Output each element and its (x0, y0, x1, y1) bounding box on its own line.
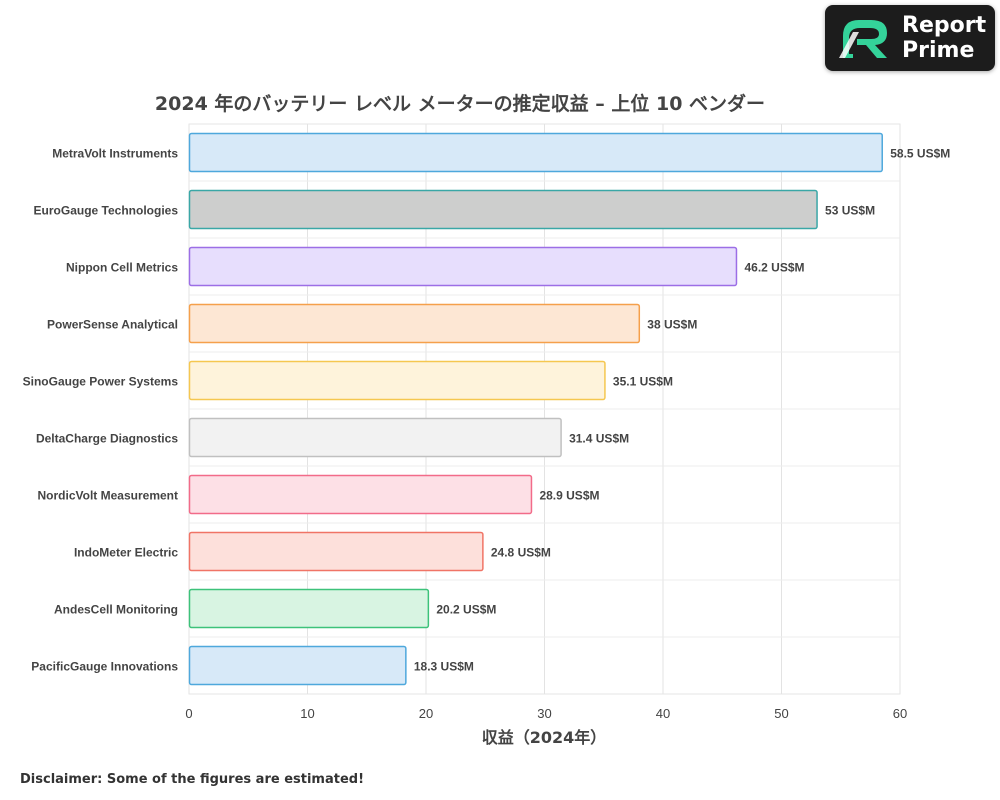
report-prime-logo-icon (839, 20, 887, 58)
x-axis-ticks: 0 10 20 30 40 50 60 (185, 706, 907, 721)
report-prime-logo[interactable]: Report Prime (825, 5, 995, 71)
y-category-label: EuroGauge Technologies (34, 204, 179, 218)
bar[interactable] (188, 417, 562, 458)
bar-value-label: 38 US$M (647, 318, 697, 332)
y-category-label: MetraVolt Instruments (52, 147, 178, 161)
x-tick-label: 40 (656, 706, 670, 721)
bar-value-label: 28.9 US$M (539, 489, 599, 503)
logo-line-2: Prime (902, 38, 975, 63)
bar-value-label: 35.1 US$M (613, 375, 673, 389)
bar-value-label: 46.2 US$M (744, 261, 804, 275)
y-category-label: SinoGauge Power Systems (23, 375, 179, 389)
bar[interactable] (188, 474, 533, 515)
x-tick-label: 60 (893, 706, 907, 721)
bar[interactable] (188, 189, 818, 230)
y-category-label: Nippon Cell Metrics (66, 261, 178, 275)
x-axis-title: 収益（2024年） (482, 728, 607, 747)
y-category-label: PowerSense Analytical (47, 318, 178, 332)
bar-value-label: 24.8 US$M (491, 546, 551, 560)
report-prime-logo-text: Report Prime (902, 13, 986, 63)
bar[interactable] (188, 531, 484, 572)
x-tick-label: 30 (537, 706, 551, 721)
y-axis-labels: MetraVolt Instruments EuroGauge Technolog… (23, 147, 179, 674)
chart-title: 2024 年のバッテリー レベル メーターの推定収益 – 上位 10 ベンダー (155, 92, 765, 115)
bar[interactable] (188, 132, 883, 173)
x-tick-label: 20 (419, 706, 433, 721)
bar[interactable] (188, 645, 407, 686)
bar-value-label: 58.5 US$M (890, 147, 950, 161)
disclaimer-text: Disclaimer: Some of the figures are esti… (20, 772, 365, 787)
y-category-label: DeltaCharge Diagnostics (36, 432, 178, 446)
y-category-label: IndoMeter Electric (74, 546, 178, 560)
y-category-label: AndesCell Monitoring (54, 603, 178, 617)
logo-line-1: Report (902, 13, 987, 38)
x-tick-label: 0 (185, 706, 192, 721)
x-tick-label: 10 (300, 706, 314, 721)
x-tick-label: 50 (774, 706, 788, 721)
y-category-label: NordicVolt Measurement (38, 489, 178, 503)
bar-value-label: 53 US$M (825, 204, 875, 218)
bar-value-label: 18.3 US$M (414, 660, 474, 674)
y-category-label: PacificGauge Innovations (31, 660, 178, 674)
bar[interactable] (188, 588, 430, 629)
bar-value-label: 31.4 US$M (569, 432, 629, 446)
bar[interactable] (188, 303, 641, 344)
bar[interactable] (188, 246, 738, 287)
bar-value-label: 20.2 US$M (436, 603, 496, 617)
bars: 58.5 US$M 53 US$M 46.2 US$M 38 US$M 35.1 US$… (188, 132, 950, 686)
bar[interactable] (188, 360, 606, 401)
